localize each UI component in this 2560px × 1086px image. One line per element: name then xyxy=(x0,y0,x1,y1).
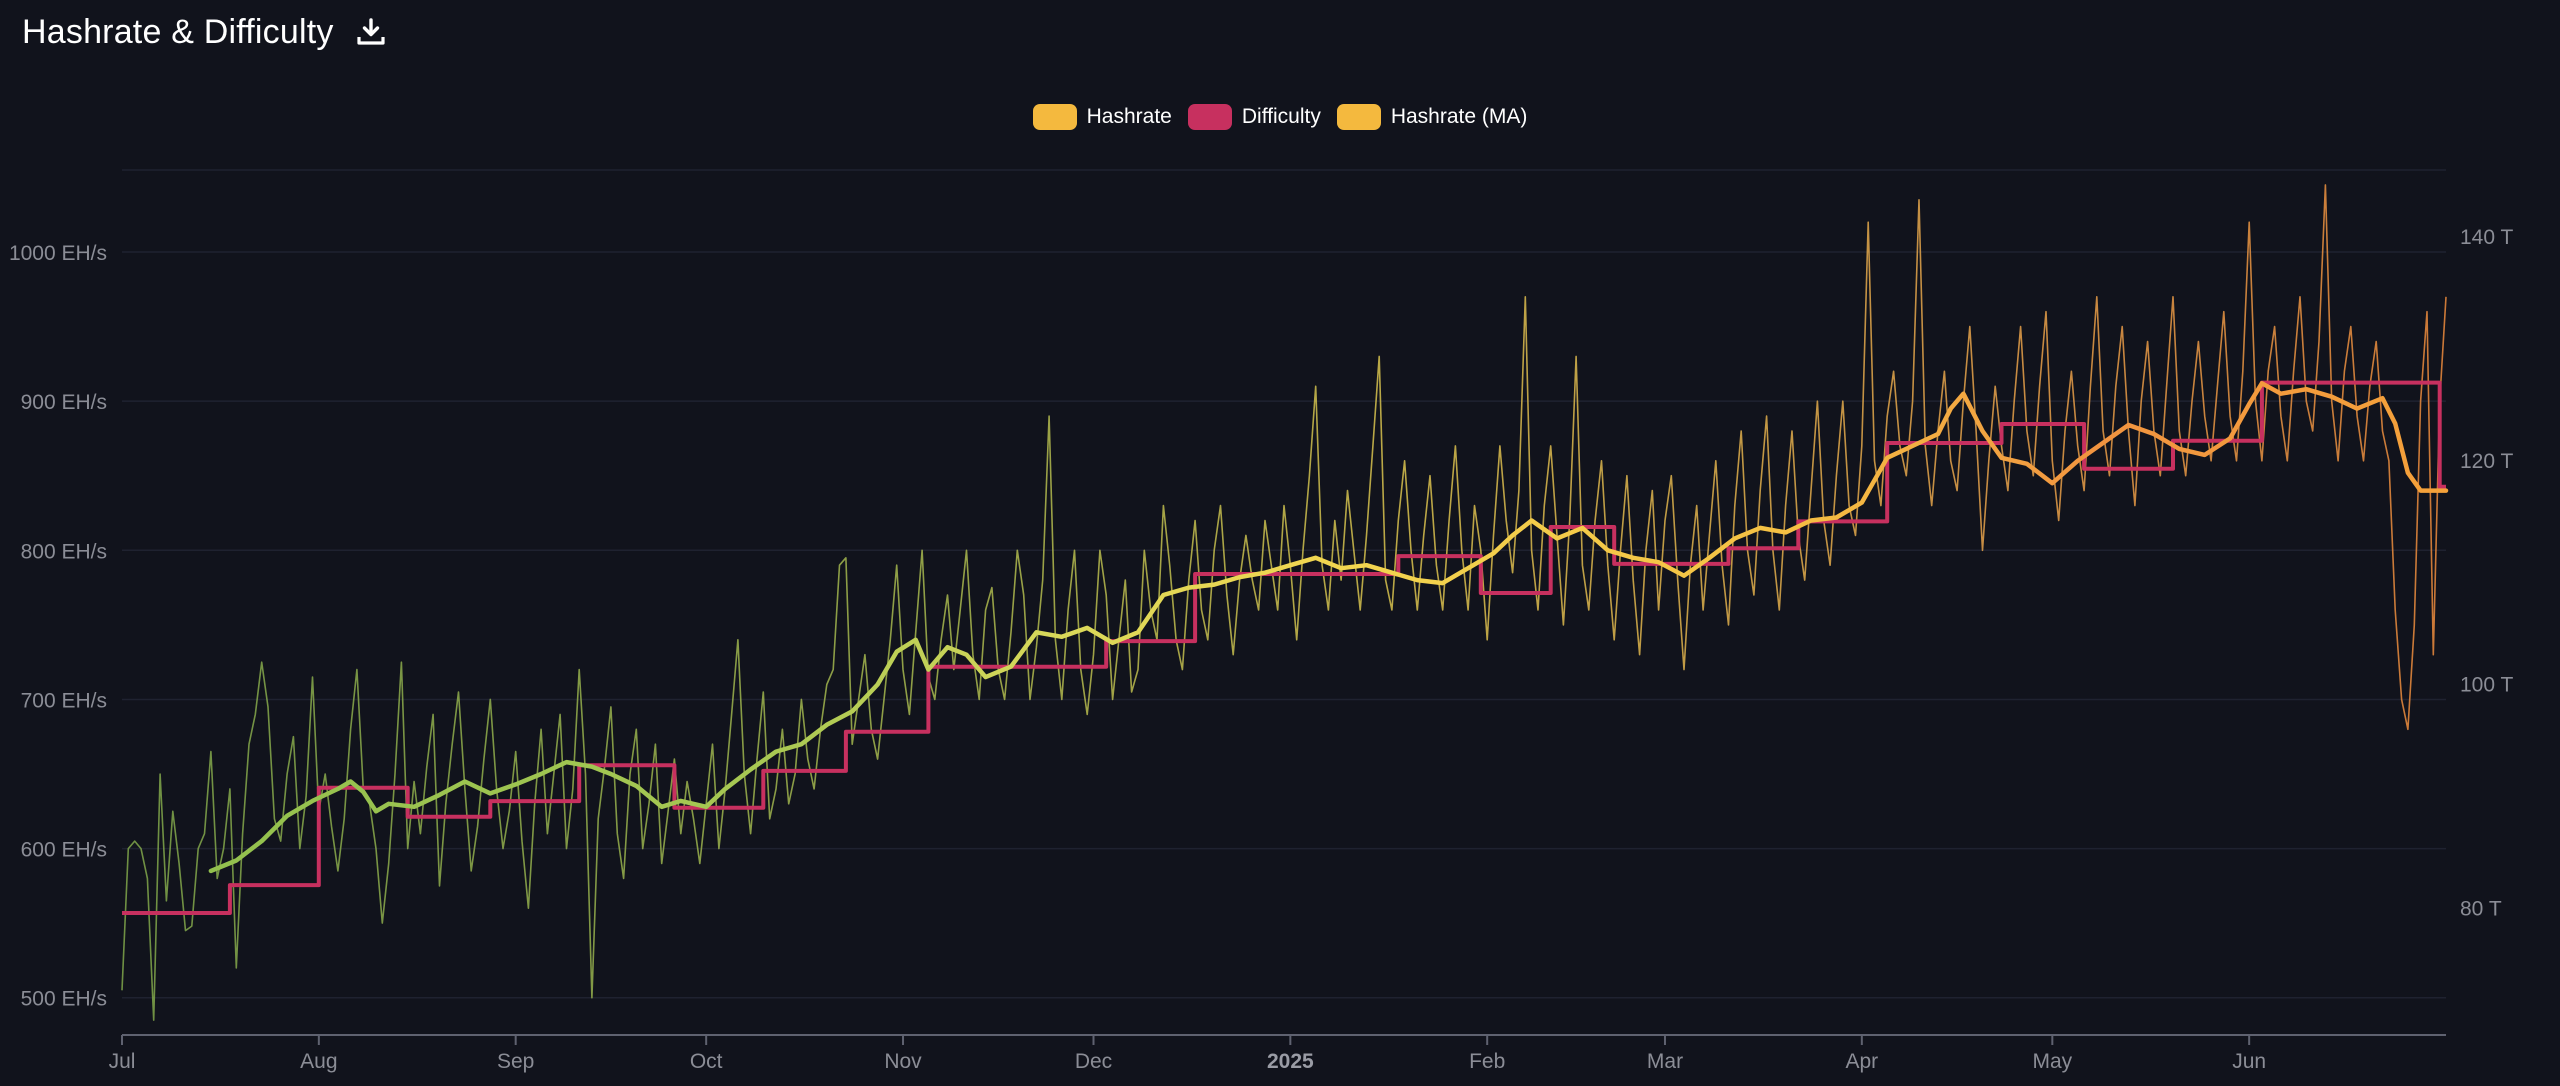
series-layer xyxy=(121,184,2449,1021)
legend-item-hashrate[interactable]: Hashrate xyxy=(1032,104,1172,130)
x-tick-label: Dec xyxy=(1075,1050,1112,1073)
x-tick-label: Oct xyxy=(690,1050,723,1073)
x-tick-label: Apr xyxy=(1845,1050,1878,1073)
left-tick-label: 500 EH/s xyxy=(21,988,107,1011)
grid-lines xyxy=(122,169,2446,999)
legend-swatch-hashrate xyxy=(1032,104,1077,130)
legend-swatch-difficulty xyxy=(1187,104,1232,130)
left-tick-label: 700 EH/s xyxy=(21,689,107,712)
x-tick-label: Sep xyxy=(497,1050,534,1073)
legend-label-hashrate-ma: Hashrate (MA) xyxy=(1390,105,1528,128)
x-tick-label: Mar xyxy=(1647,1050,1683,1073)
right-tick-label: 100 T xyxy=(2460,674,2513,697)
left-tick-label: 1000 EH/s xyxy=(9,242,107,265)
x-tick-label: Jul xyxy=(109,1050,136,1073)
left-axis: 500 EH/s 600 EH/s 700 EH/s 800 EH/s 900 EH/s… xyxy=(9,242,107,1011)
legend-label-difficulty: Difficulty xyxy=(1241,105,1321,128)
right-tick-label: 140 T xyxy=(2460,226,2513,249)
right-tick-label: 80 T xyxy=(2460,897,2502,920)
left-tick-label: 800 EH/s xyxy=(21,540,107,563)
legend-item-hashrate-ma[interactable]: Hashrate (MA) xyxy=(1336,104,1528,130)
hashrate-ma-series-line xyxy=(208,381,2449,874)
download-button[interactable] xyxy=(354,15,388,49)
x-tick-label: 2025 xyxy=(1267,1050,1314,1073)
chart-legend: Hashrate Difficulty Hashrate (MA) xyxy=(0,104,2560,130)
download-icon xyxy=(356,18,385,45)
x-tick-label: Nov xyxy=(884,1050,922,1073)
x-tick-label: Feb xyxy=(1469,1050,1505,1073)
x-axis: Jul Aug Sep Oct Nov Dec 2025 Feb Mar Apr May Jun xyxy=(109,1034,2446,1073)
x-tick-label: Aug xyxy=(300,1050,337,1073)
difficulty-series-line xyxy=(122,380,2446,915)
right-axis: 80 T 100 T 120 T 140 T xyxy=(2460,226,2513,920)
x-tick-label: May xyxy=(2032,1050,2072,1073)
left-tick-label: 600 EH/s xyxy=(21,839,107,862)
right-tick-label: 120 T xyxy=(2460,450,2513,473)
left-tick-label: 900 EH/s xyxy=(21,391,107,414)
legend-label-hashrate: Hashrate xyxy=(1086,105,1172,128)
chart-header: Hashrate & Difficulty xyxy=(22,8,388,56)
chart-title: Hashrate & Difficulty xyxy=(22,12,334,51)
x-tick-label: Jun xyxy=(2232,1050,2266,1073)
hashrate-series-line xyxy=(121,184,2447,1021)
legend-item-difficulty[interactable]: Difficulty xyxy=(1187,104,1321,130)
legend-swatch-hashrate-ma xyxy=(1336,104,1381,130)
